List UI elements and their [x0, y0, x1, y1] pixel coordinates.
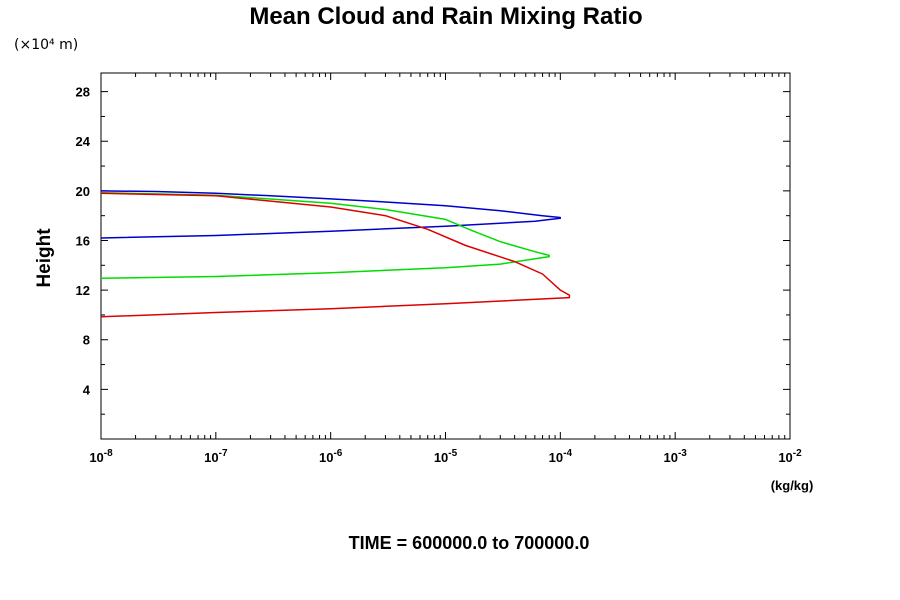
x-axis-ticks: 10-8 10-7 10-6 10-5 10-4 10-3 10-2: [89, 73, 802, 465]
time-range-label: TIME = 600000.0 to 700000.0: [349, 533, 590, 553]
y-tick-label: 4: [83, 382, 91, 397]
x-tick-label: 10-8: [89, 448, 113, 465]
x-tick-label: 10-2: [778, 448, 802, 465]
x-tick-label: 10-4: [549, 448, 573, 465]
chart-title: Mean Cloud and Rain Mixing Ratio: [249, 3, 642, 30]
series-line-2: [100, 191, 550, 280]
series-line-1: [100, 190, 562, 239]
x-tick-label: 10-5: [434, 448, 458, 465]
x-tick-label: 10-6: [319, 448, 343, 465]
y-tick-label: 16: [76, 233, 90, 248]
series-line-3: [100, 192, 571, 318]
x-tick-label: 10-7: [204, 448, 228, 465]
series-layer: [100, 190, 571, 318]
y-tick-label: 28: [76, 85, 90, 100]
y-axis-ticks: 4 8 12 16 20 24 28: [76, 85, 790, 415]
y-tick-label: 12: [76, 283, 90, 298]
y-tick-label: 20: [76, 184, 90, 199]
plot-frame: [100, 72, 791, 440]
y-units-label: (×10⁴ m): [14, 37, 78, 53]
y-axis-label: Height: [34, 228, 55, 288]
y-tick-label: 8: [83, 333, 90, 348]
x-units-label: (kg/kg): [771, 478, 814, 493]
y-tick-label: 24: [76, 134, 91, 149]
x-tick-label: 10-3: [663, 448, 687, 465]
